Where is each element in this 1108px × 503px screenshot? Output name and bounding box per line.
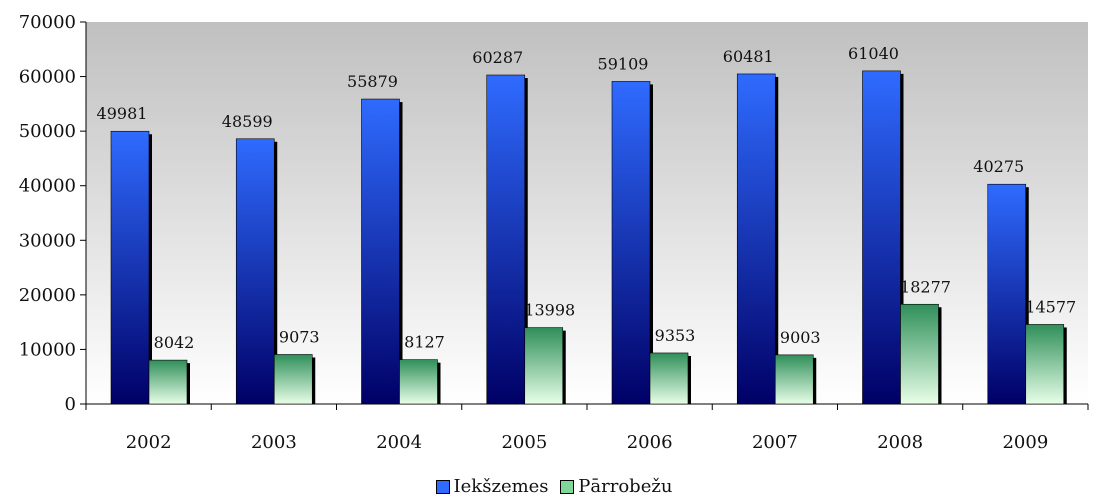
y-axis: 0 10000 20000 30000 40000 50000 60000 70000 [19, 12, 87, 415]
y-tick-label: 50000 [19, 121, 76, 142]
bar-parrobezu-2007 [774, 354, 814, 405]
bar-iekszemes-2007 [736, 73, 776, 405]
data-label: 9003 [780, 328, 821, 347]
data-label: 18277 [900, 277, 951, 296]
legend-item-series-2: Pārrobežu [560, 476, 672, 497]
y-tick-label: 70000 [19, 12, 76, 33]
x-tick-label: 2008 [877, 432, 923, 453]
x-tick-label: 2007 [752, 432, 798, 453]
legend-label-series-2: Pārrobežu [578, 476, 673, 497]
y-tick-label: 10000 [19, 339, 76, 360]
bar-chart: 0 10000 20000 30000 40000 50000 60000 70000 200… [19, 12, 1089, 453]
bar-parrobezu-2002 [148, 359, 188, 405]
bar-iekszemes-2002 [110, 130, 150, 405]
x-tick-label: 2003 [251, 432, 297, 453]
x-axis: 2002 2003 2004 2005 2006 2007 2008 2009 [85, 403, 1089, 453]
bar-iekszemes-2006 [611, 81, 651, 405]
data-label: 61040 [848, 44, 899, 63]
data-label: 9353 [655, 326, 696, 345]
data-label: 49981 [97, 104, 148, 123]
x-tick-label: 2009 [1002, 432, 1048, 453]
bar-iekszemes-2004 [361, 98, 400, 405]
data-labels: 49981 8042 48599 9073 55879 8127 60287 13998 591… [97, 44, 1077, 352]
bar-iekszemes-2008 [862, 70, 901, 405]
data-label: 14577 [1025, 297, 1076, 316]
data-label: 40275 [973, 157, 1024, 176]
y-tick-label: 20000 [19, 285, 76, 306]
data-label: 60481 [723, 47, 774, 66]
y-tick-label: 0 [65, 394, 76, 415]
bars [110, 70, 1067, 405]
legend-swatch-series-2 [560, 479, 575, 494]
bar-parrobezu-2004 [399, 359, 438, 405]
bar-parrobezu-2009 [1025, 324, 1065, 405]
data-label: 48599 [222, 112, 273, 131]
bar-iekszemes-2009 [987, 183, 1027, 405]
bar-iekszemes-2003 [235, 138, 275, 405]
data-label: 8042 [154, 333, 195, 352]
x-tick-label: 2004 [376, 432, 422, 453]
bar-parrobezu-2003 [273, 354, 313, 405]
data-label: 59109 [598, 54, 649, 73]
data-label: 60287 [472, 48, 523, 67]
bar-iekszemes-2005 [486, 74, 526, 405]
data-label: 9073 [279, 327, 320, 346]
data-label: 55879 [347, 72, 398, 91]
y-tick-label: 60000 [19, 67, 76, 88]
legend-item-series-1: Iekšzemes [435, 476, 549, 497]
x-tick-label: 2002 [126, 432, 172, 453]
legend-label-series-1: Iekšzemes [453, 476, 549, 497]
bar-parrobezu-2008 [900, 303, 939, 405]
bar-parrobezu-2006 [649, 352, 689, 405]
data-label: 13998 [524, 301, 575, 320]
legend-swatch-series-1 [435, 479, 450, 494]
x-tick-label: 2006 [627, 432, 673, 453]
bar-parrobezu-2005 [524, 327, 564, 405]
y-tick-label: 40000 [19, 176, 76, 197]
y-tick-label: 30000 [19, 230, 76, 251]
data-label: 8127 [404, 333, 445, 352]
legend: Iekšzemes Pārrobežu [0, 476, 1108, 499]
x-tick-label: 2005 [501, 432, 547, 453]
